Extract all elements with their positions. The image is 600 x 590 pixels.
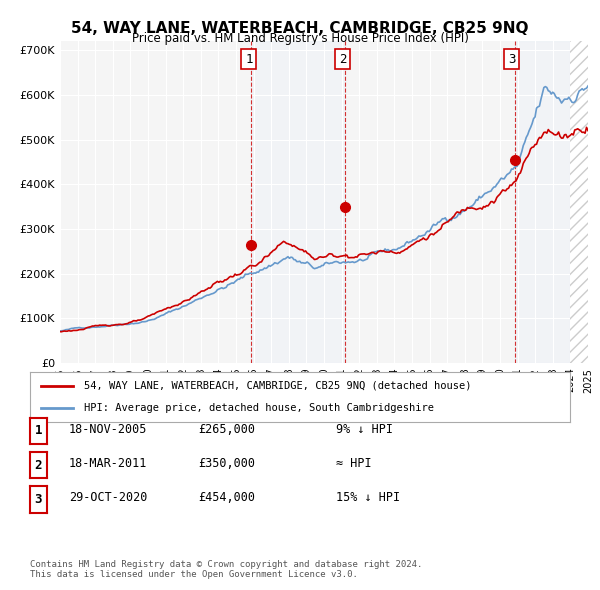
Text: 1: 1 bbox=[35, 424, 42, 438]
Text: 9% ↓ HPI: 9% ↓ HPI bbox=[336, 423, 393, 436]
Text: 3: 3 bbox=[35, 493, 42, 506]
Text: £265,000: £265,000 bbox=[198, 423, 255, 436]
Text: 3: 3 bbox=[508, 53, 516, 65]
Text: 54, WAY LANE, WATERBEACH, CAMBRIDGE, CB25 9NQ (detached house): 54, WAY LANE, WATERBEACH, CAMBRIDGE, CB2… bbox=[84, 381, 472, 391]
Text: 54, WAY LANE, WATERBEACH, CAMBRIDGE, CB25 9NQ: 54, WAY LANE, WATERBEACH, CAMBRIDGE, CB2… bbox=[71, 21, 529, 35]
Text: HPI: Average price, detached house, South Cambridgeshire: HPI: Average price, detached house, Sout… bbox=[84, 403, 434, 413]
Text: 29-OCT-2020: 29-OCT-2020 bbox=[69, 491, 148, 504]
Text: 15% ↓ HPI: 15% ↓ HPI bbox=[336, 491, 400, 504]
Text: Contains HM Land Registry data © Crown copyright and database right 2024.
This d: Contains HM Land Registry data © Crown c… bbox=[30, 560, 422, 579]
Bar bbox=[515, 41, 571, 363]
Text: £350,000: £350,000 bbox=[198, 457, 255, 470]
Bar bbox=[571, 41, 597, 363]
Text: 18-NOV-2005: 18-NOV-2005 bbox=[69, 423, 148, 436]
Text: 1: 1 bbox=[245, 53, 253, 65]
Text: 18-MAR-2011: 18-MAR-2011 bbox=[69, 457, 148, 470]
Text: 2: 2 bbox=[35, 458, 42, 472]
Text: 2: 2 bbox=[339, 53, 346, 65]
Text: ≈ HPI: ≈ HPI bbox=[336, 457, 371, 470]
Bar bbox=[251, 41, 345, 363]
Text: Price paid vs. HM Land Registry's House Price Index (HPI): Price paid vs. HM Land Registry's House … bbox=[131, 32, 469, 45]
Text: £454,000: £454,000 bbox=[198, 491, 255, 504]
Bar bbox=[571, 41, 597, 363]
